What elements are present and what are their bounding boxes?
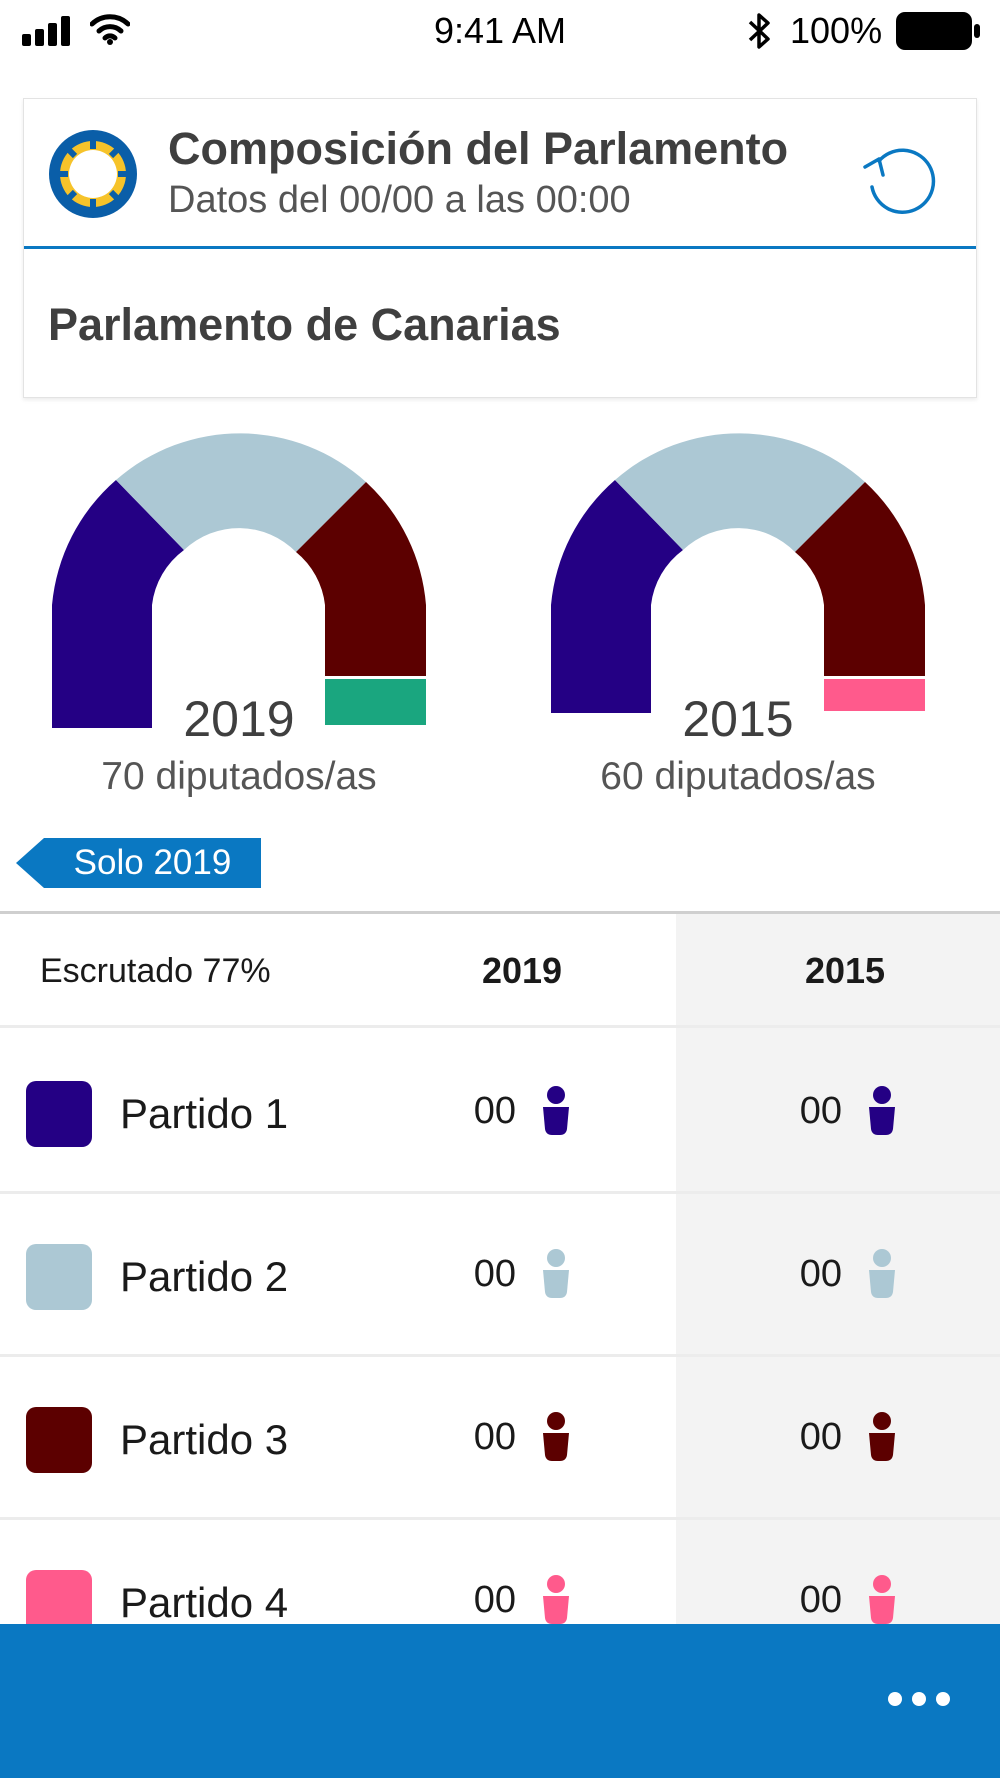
battery-percent: 100% bbox=[790, 10, 883, 51]
hemicycle-2015-segment-1 bbox=[551, 480, 683, 713]
card-header: Composición del Parlamento Datos del 00/… bbox=[24, 99, 976, 249]
seats-2015: 00 bbox=[799, 1253, 842, 1295]
column-header-2019: 2019 bbox=[481, 950, 563, 991]
status-bar: 9:41 AM 100% bbox=[0, 0, 1000, 62]
hemicycle-2015-segment-4 bbox=[824, 679, 925, 711]
canarias-logo-icon bbox=[49, 130, 137, 218]
refresh-icon[interactable] bbox=[859, 137, 939, 215]
seats-2015: 00 bbox=[799, 1579, 842, 1621]
hemicycle-2019: 2019 bbox=[39, 430, 439, 747]
person-icon bbox=[869, 1249, 895, 1298]
hemicycle-2015-segment-3 bbox=[795, 482, 925, 676]
solo-2019-tag[interactable]: Solo 2019 bbox=[16, 838, 261, 888]
tag-arrow bbox=[16, 838, 44, 888]
hemicycle-2015-segment-2 bbox=[615, 433, 865, 552]
table-header: Escrutado 77% 2019 2015 bbox=[0, 914, 1000, 1028]
tag-label: Solo 2019 bbox=[44, 838, 261, 888]
seats-2019: 00 bbox=[473, 1579, 516, 1621]
hemicycle-2015-chart bbox=[551, 433, 925, 713]
page-title: Composición del Parlamento bbox=[168, 123, 789, 174]
person-icon bbox=[543, 1249, 569, 1298]
person-icon bbox=[543, 1086, 569, 1135]
column-2015-background bbox=[676, 914, 1000, 1624]
results-table-top-border bbox=[0, 911, 1000, 914]
table-row[interactable]: Partido 1 00 00 bbox=[0, 1031, 1000, 1194]
seats-2019: 00 bbox=[473, 1253, 516, 1295]
party-name: Partido 3 bbox=[120, 1416, 289, 1463]
person-icon bbox=[869, 1575, 895, 1624]
hemicycle-2019-segment-3 bbox=[296, 482, 426, 676]
person-icon bbox=[543, 1412, 569, 1461]
seats-2015: 00 bbox=[799, 1090, 842, 1132]
seats-2019: 00 bbox=[473, 1416, 516, 1458]
signal-icon bbox=[22, 16, 70, 46]
hemicycle-2019-seats: 70 diputados/as bbox=[101, 755, 377, 798]
hemicycle-2019-segment-4 bbox=[325, 679, 426, 725]
person-icon bbox=[869, 1086, 895, 1135]
party-color-swatch bbox=[26, 1244, 92, 1310]
battery-icon bbox=[896, 12, 980, 50]
column-header-2015: 2015 bbox=[804, 950, 886, 991]
status-time: 9:41 AM bbox=[433, 10, 567, 51]
data-timestamp: Datos del 00/00 a las 00:00 bbox=[168, 179, 631, 221]
scrutiny-label: Escrutado 77% bbox=[40, 952, 271, 990]
hemicycle-2019-segment-1 bbox=[52, 480, 184, 728]
party-color-swatch bbox=[26, 1407, 92, 1473]
table-row[interactable]: Partido 2 00 00 bbox=[0, 1194, 1000, 1357]
hemicycle-2015-year: 2015 bbox=[682, 691, 794, 747]
person-icon bbox=[869, 1412, 895, 1461]
party-name: Partido 4 bbox=[120, 1579, 289, 1626]
parliament-name: Parlamento de Canarias bbox=[48, 299, 561, 350]
parliament-card: Composición del Parlamento Datos del 00/… bbox=[23, 98, 977, 398]
party-name: Partido 2 bbox=[120, 1253, 289, 1300]
hemicycle-2015: 2015 bbox=[538, 430, 938, 747]
seats-2015: 00 bbox=[799, 1416, 842, 1458]
bluetooth-icon bbox=[748, 13, 770, 49]
hemicycle-2019-chart bbox=[52, 433, 426, 728]
seats-2019: 00 bbox=[473, 1090, 516, 1132]
bottom-bar bbox=[0, 1624, 1000, 1778]
hemicycle-2019-segment-2 bbox=[116, 433, 366, 552]
party-name: Partido 1 bbox=[120, 1090, 289, 1137]
party-color-swatch bbox=[26, 1081, 92, 1147]
wifi-icon bbox=[90, 14, 130, 45]
more-dots-icon[interactable] bbox=[880, 1672, 960, 1722]
table-row[interactable]: Partido 3 00 00 bbox=[0, 1357, 1000, 1520]
hemicycle-2019-year: 2019 bbox=[183, 691, 295, 747]
hemicycle-2015-seats: 60 diputados/as bbox=[600, 755, 876, 798]
person-icon bbox=[543, 1575, 569, 1624]
